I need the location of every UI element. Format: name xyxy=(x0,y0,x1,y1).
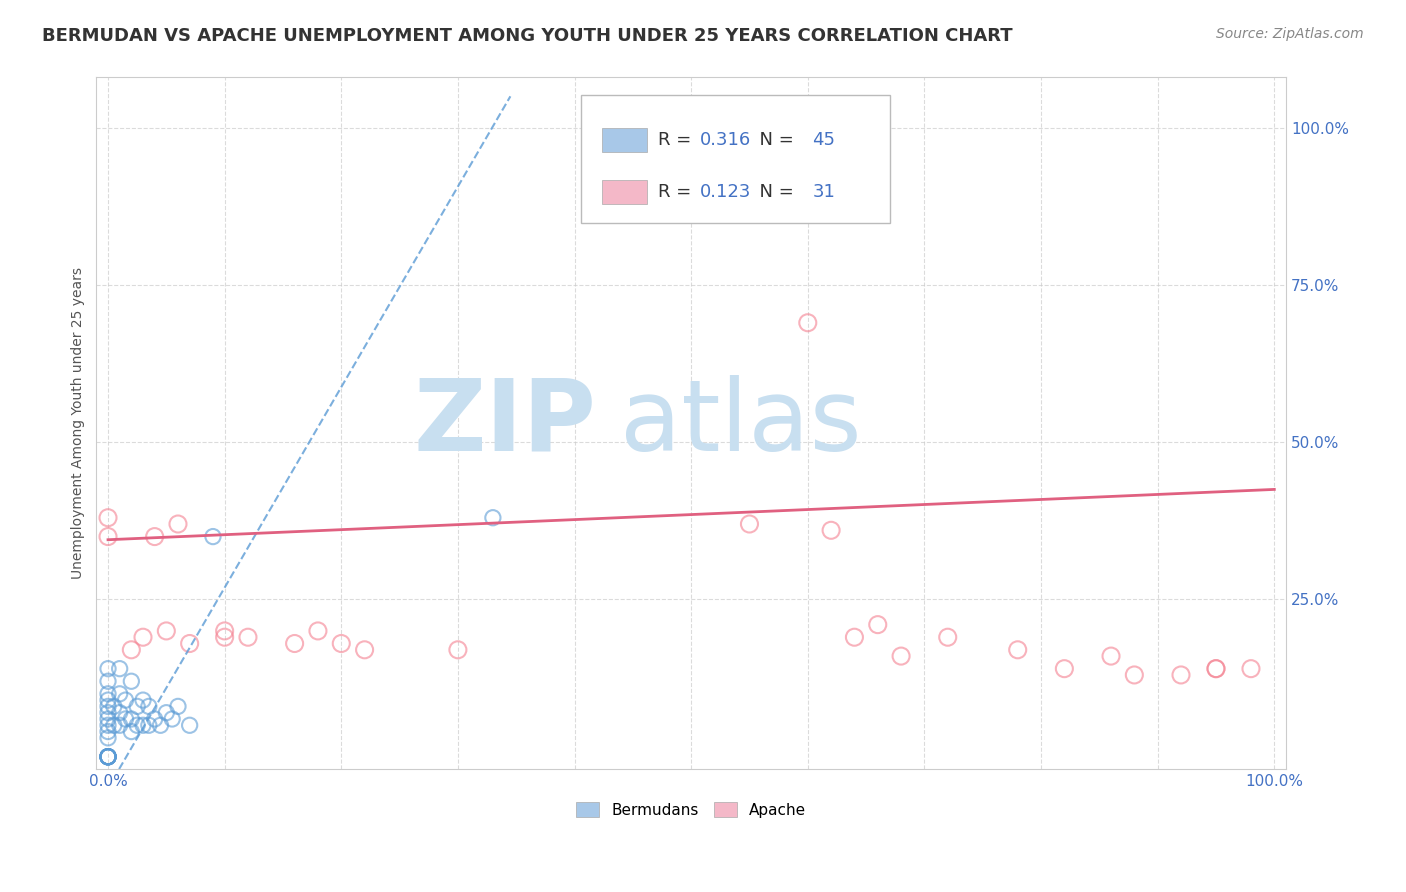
Point xyxy=(155,624,177,638)
Point xyxy=(97,749,120,764)
Text: R =: R = xyxy=(658,183,697,201)
Point xyxy=(890,649,912,664)
Point xyxy=(103,718,125,732)
Point xyxy=(179,636,201,650)
Point xyxy=(97,699,120,714)
Point xyxy=(179,718,201,732)
Point xyxy=(138,699,160,714)
Point xyxy=(353,642,375,657)
Point xyxy=(97,749,120,764)
Point xyxy=(149,718,172,732)
Point xyxy=(307,624,329,638)
Point xyxy=(97,749,120,764)
Point xyxy=(127,718,149,732)
Text: N =: N = xyxy=(748,183,800,201)
Point xyxy=(120,674,142,689)
Text: BERMUDAN VS APACHE UNEMPLOYMENT AMONG YOUTH UNDER 25 YEARS CORRELATION CHART: BERMUDAN VS APACHE UNEMPLOYMENT AMONG YO… xyxy=(42,27,1012,45)
Point xyxy=(97,662,120,676)
Point xyxy=(97,749,120,764)
Point xyxy=(738,516,761,531)
Point xyxy=(797,316,820,330)
Point xyxy=(97,674,120,689)
Text: 0.123: 0.123 xyxy=(699,183,751,201)
Point xyxy=(167,516,190,531)
Point xyxy=(97,749,120,764)
Point xyxy=(936,630,959,644)
Point xyxy=(1007,642,1029,657)
Point xyxy=(97,724,120,739)
Point xyxy=(97,749,120,764)
Point xyxy=(132,630,155,644)
Text: N =: N = xyxy=(748,131,800,149)
Point xyxy=(1123,668,1146,682)
Legend: Bermudans, Apache: Bermudans, Apache xyxy=(569,796,813,824)
Point xyxy=(108,662,131,676)
Point xyxy=(108,706,131,720)
Text: Source: ZipAtlas.com: Source: ZipAtlas.com xyxy=(1216,27,1364,41)
Point xyxy=(214,624,236,638)
Point xyxy=(143,530,166,544)
Text: atlas: atlas xyxy=(620,375,862,472)
Point xyxy=(97,712,120,726)
Text: R =: R = xyxy=(658,131,697,149)
Bar xyxy=(602,180,647,204)
Point xyxy=(866,617,889,632)
Point xyxy=(114,693,136,707)
Point xyxy=(1170,668,1192,682)
Point xyxy=(97,510,120,524)
Point xyxy=(284,636,307,650)
Point xyxy=(820,524,842,538)
Point xyxy=(160,712,183,726)
Point xyxy=(97,749,120,764)
Point xyxy=(132,718,155,732)
Point xyxy=(1240,662,1263,676)
Point xyxy=(844,630,866,644)
Point xyxy=(108,687,131,701)
Point xyxy=(97,718,120,732)
Point xyxy=(1205,662,1227,676)
Text: 0.316: 0.316 xyxy=(699,131,751,149)
Point xyxy=(97,749,120,764)
Point xyxy=(214,630,236,644)
Point xyxy=(120,642,142,657)
Point xyxy=(108,718,131,732)
Point xyxy=(97,693,120,707)
Point xyxy=(143,712,166,726)
Point xyxy=(330,636,353,650)
Point xyxy=(97,687,120,701)
Text: 31: 31 xyxy=(813,183,835,201)
Text: 45: 45 xyxy=(813,131,835,149)
Point xyxy=(138,718,160,732)
Point xyxy=(127,699,149,714)
Point xyxy=(1205,662,1227,676)
Point xyxy=(97,749,120,764)
Point xyxy=(120,712,142,726)
Point xyxy=(155,706,177,720)
Point xyxy=(120,724,142,739)
Point xyxy=(167,699,190,714)
FancyBboxPatch shape xyxy=(581,95,890,223)
Text: ZIP: ZIP xyxy=(413,375,596,472)
Y-axis label: Unemployment Among Youth under 25 years: Unemployment Among Youth under 25 years xyxy=(72,268,86,580)
Point xyxy=(97,706,120,720)
Point xyxy=(236,630,259,644)
Point xyxy=(114,712,136,726)
Point xyxy=(201,530,224,544)
Point xyxy=(103,699,125,714)
Point xyxy=(1053,662,1076,676)
Point xyxy=(1099,649,1122,664)
Point xyxy=(482,510,505,524)
Point xyxy=(132,693,155,707)
Point xyxy=(447,642,470,657)
Point xyxy=(97,749,120,764)
Point xyxy=(97,530,120,544)
Point xyxy=(97,731,120,745)
Bar xyxy=(602,128,647,153)
